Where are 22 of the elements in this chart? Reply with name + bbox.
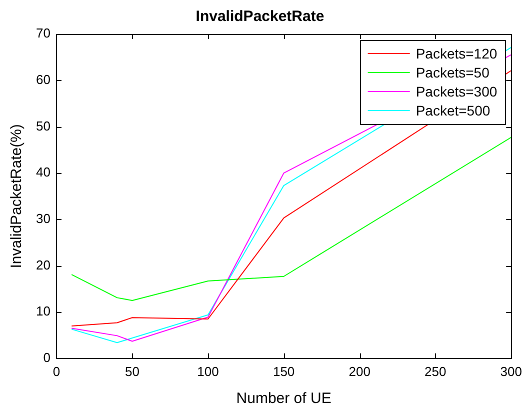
x-tick-label: 250 [424, 364, 446, 379]
x-tick-label: 0 [52, 364, 60, 379]
x-tick-label: 50 [125, 364, 140, 379]
y-tick-label: 0 [43, 350, 50, 365]
x-tick-label: 100 [197, 364, 219, 379]
legend-label: Packet=500 [416, 102, 490, 118]
chart-title: InvalidPacketRate [196, 8, 324, 26]
y-tick-label: 10 [36, 304, 50, 319]
legend-label: Packets=300 [416, 83, 498, 100]
legend-label: Packets=50 [416, 64, 490, 80]
x-tick-label: 200 [348, 364, 370, 379]
y-tick-label: 50 [36, 118, 50, 134]
y-tick-label: 40 [36, 164, 50, 180]
y-tick-label: 30 [36, 210, 50, 226]
x-tick-label: 150 [272, 364, 295, 379]
y-tick-label: 70 [36, 26, 50, 41]
legend-label: Packets=120 [416, 45, 498, 62]
x-tick-label: 300 [500, 364, 522, 379]
y-tick-label: 20 [36, 257, 50, 272]
y-axis-title: InvalidPacketRate(%) [8, 124, 26, 268]
x-axis-title: Number of UE [236, 390, 332, 408]
y-tick-label: 60 [36, 72, 50, 87]
